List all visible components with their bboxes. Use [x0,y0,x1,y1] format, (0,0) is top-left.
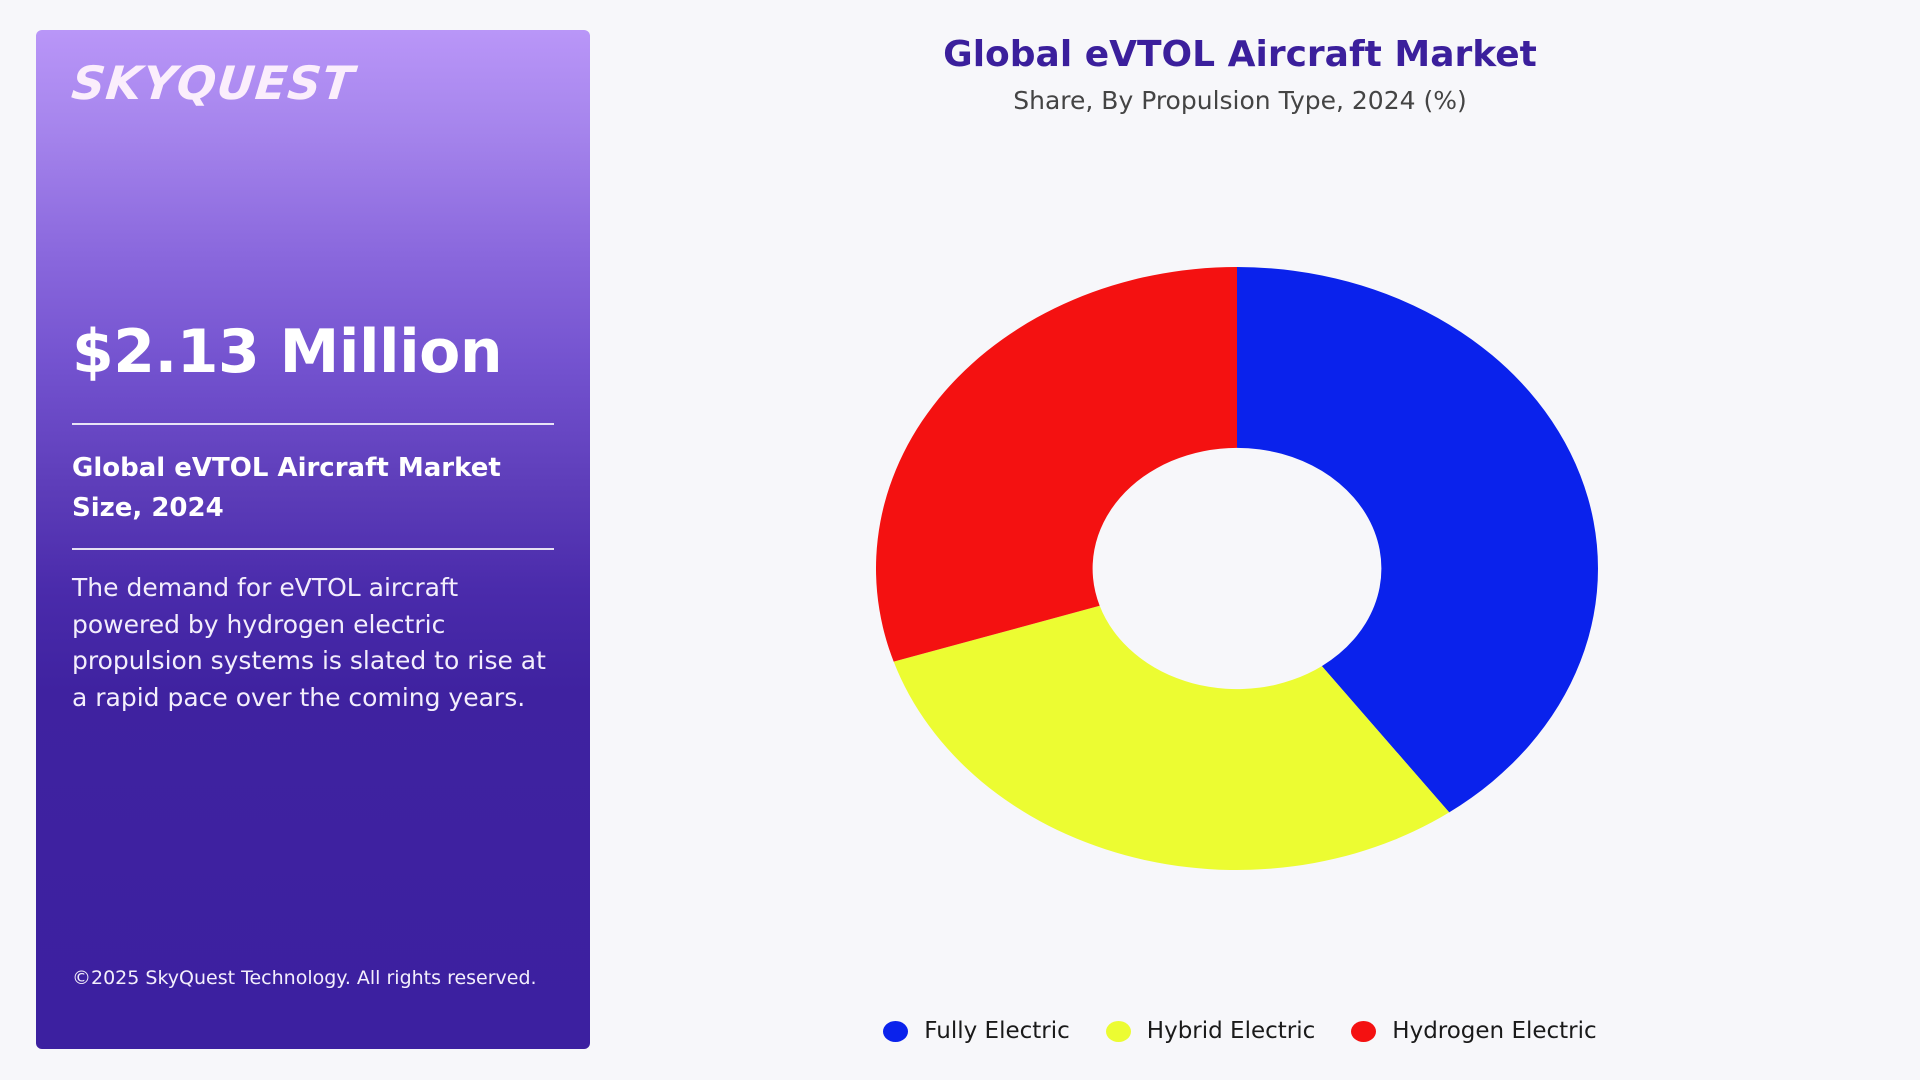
legend-dot-icon [1351,1020,1377,1042]
chart-legend: Fully Electric Hybrid Electric Hydrogen … [640,1018,1840,1044]
chart-subtitle: Share, By Propulsion Type, 2024 (%) [1013,86,1467,115]
donut-chart [876,267,1598,870]
chart-title: Global eVTOL Aircraft Market [943,34,1537,75]
market-size-label: Global eVTOL Aircraft Market Size, 2024 [72,453,501,523]
divider-top [72,423,554,425]
legend-item-hybrid-electric[interactable]: Hybrid Electric [1105,1018,1316,1044]
legend-dot-icon [883,1020,909,1042]
copyright-notice: ©2025 SkyQuest Technology. All rights re… [72,967,537,989]
legend-label: Hybrid Electric [1146,1018,1316,1044]
legend-item-hydrogen-electric[interactable]: Hydrogen Electric [1351,1018,1597,1044]
info-panel: SKYQUEST $2.13 Million Global eVTOL Airc… [36,30,590,1049]
donut-slice-hybrid-electric[interactable] [893,605,1450,870]
market-size-value: $2.13 Million [72,317,503,387]
donut-chart-svg [876,267,1598,870]
legend-label: Hydrogen Electric [1392,1018,1597,1044]
legend-dot-icon [1105,1020,1131,1042]
legend-item-fully-electric[interactable]: Fully Electric [883,1018,1070,1044]
market-description: The demand for eVTOL aircraft powered by… [72,573,546,712]
donut-slice-hydrogen-electric[interactable] [876,267,1237,662]
skyquest-logo: SKYQUEST [69,56,358,110]
divider-bottom [72,548,554,550]
legend-label: Fully Electric [924,1018,1070,1044]
donut-slice-fully-electric[interactable] [1237,267,1598,813]
